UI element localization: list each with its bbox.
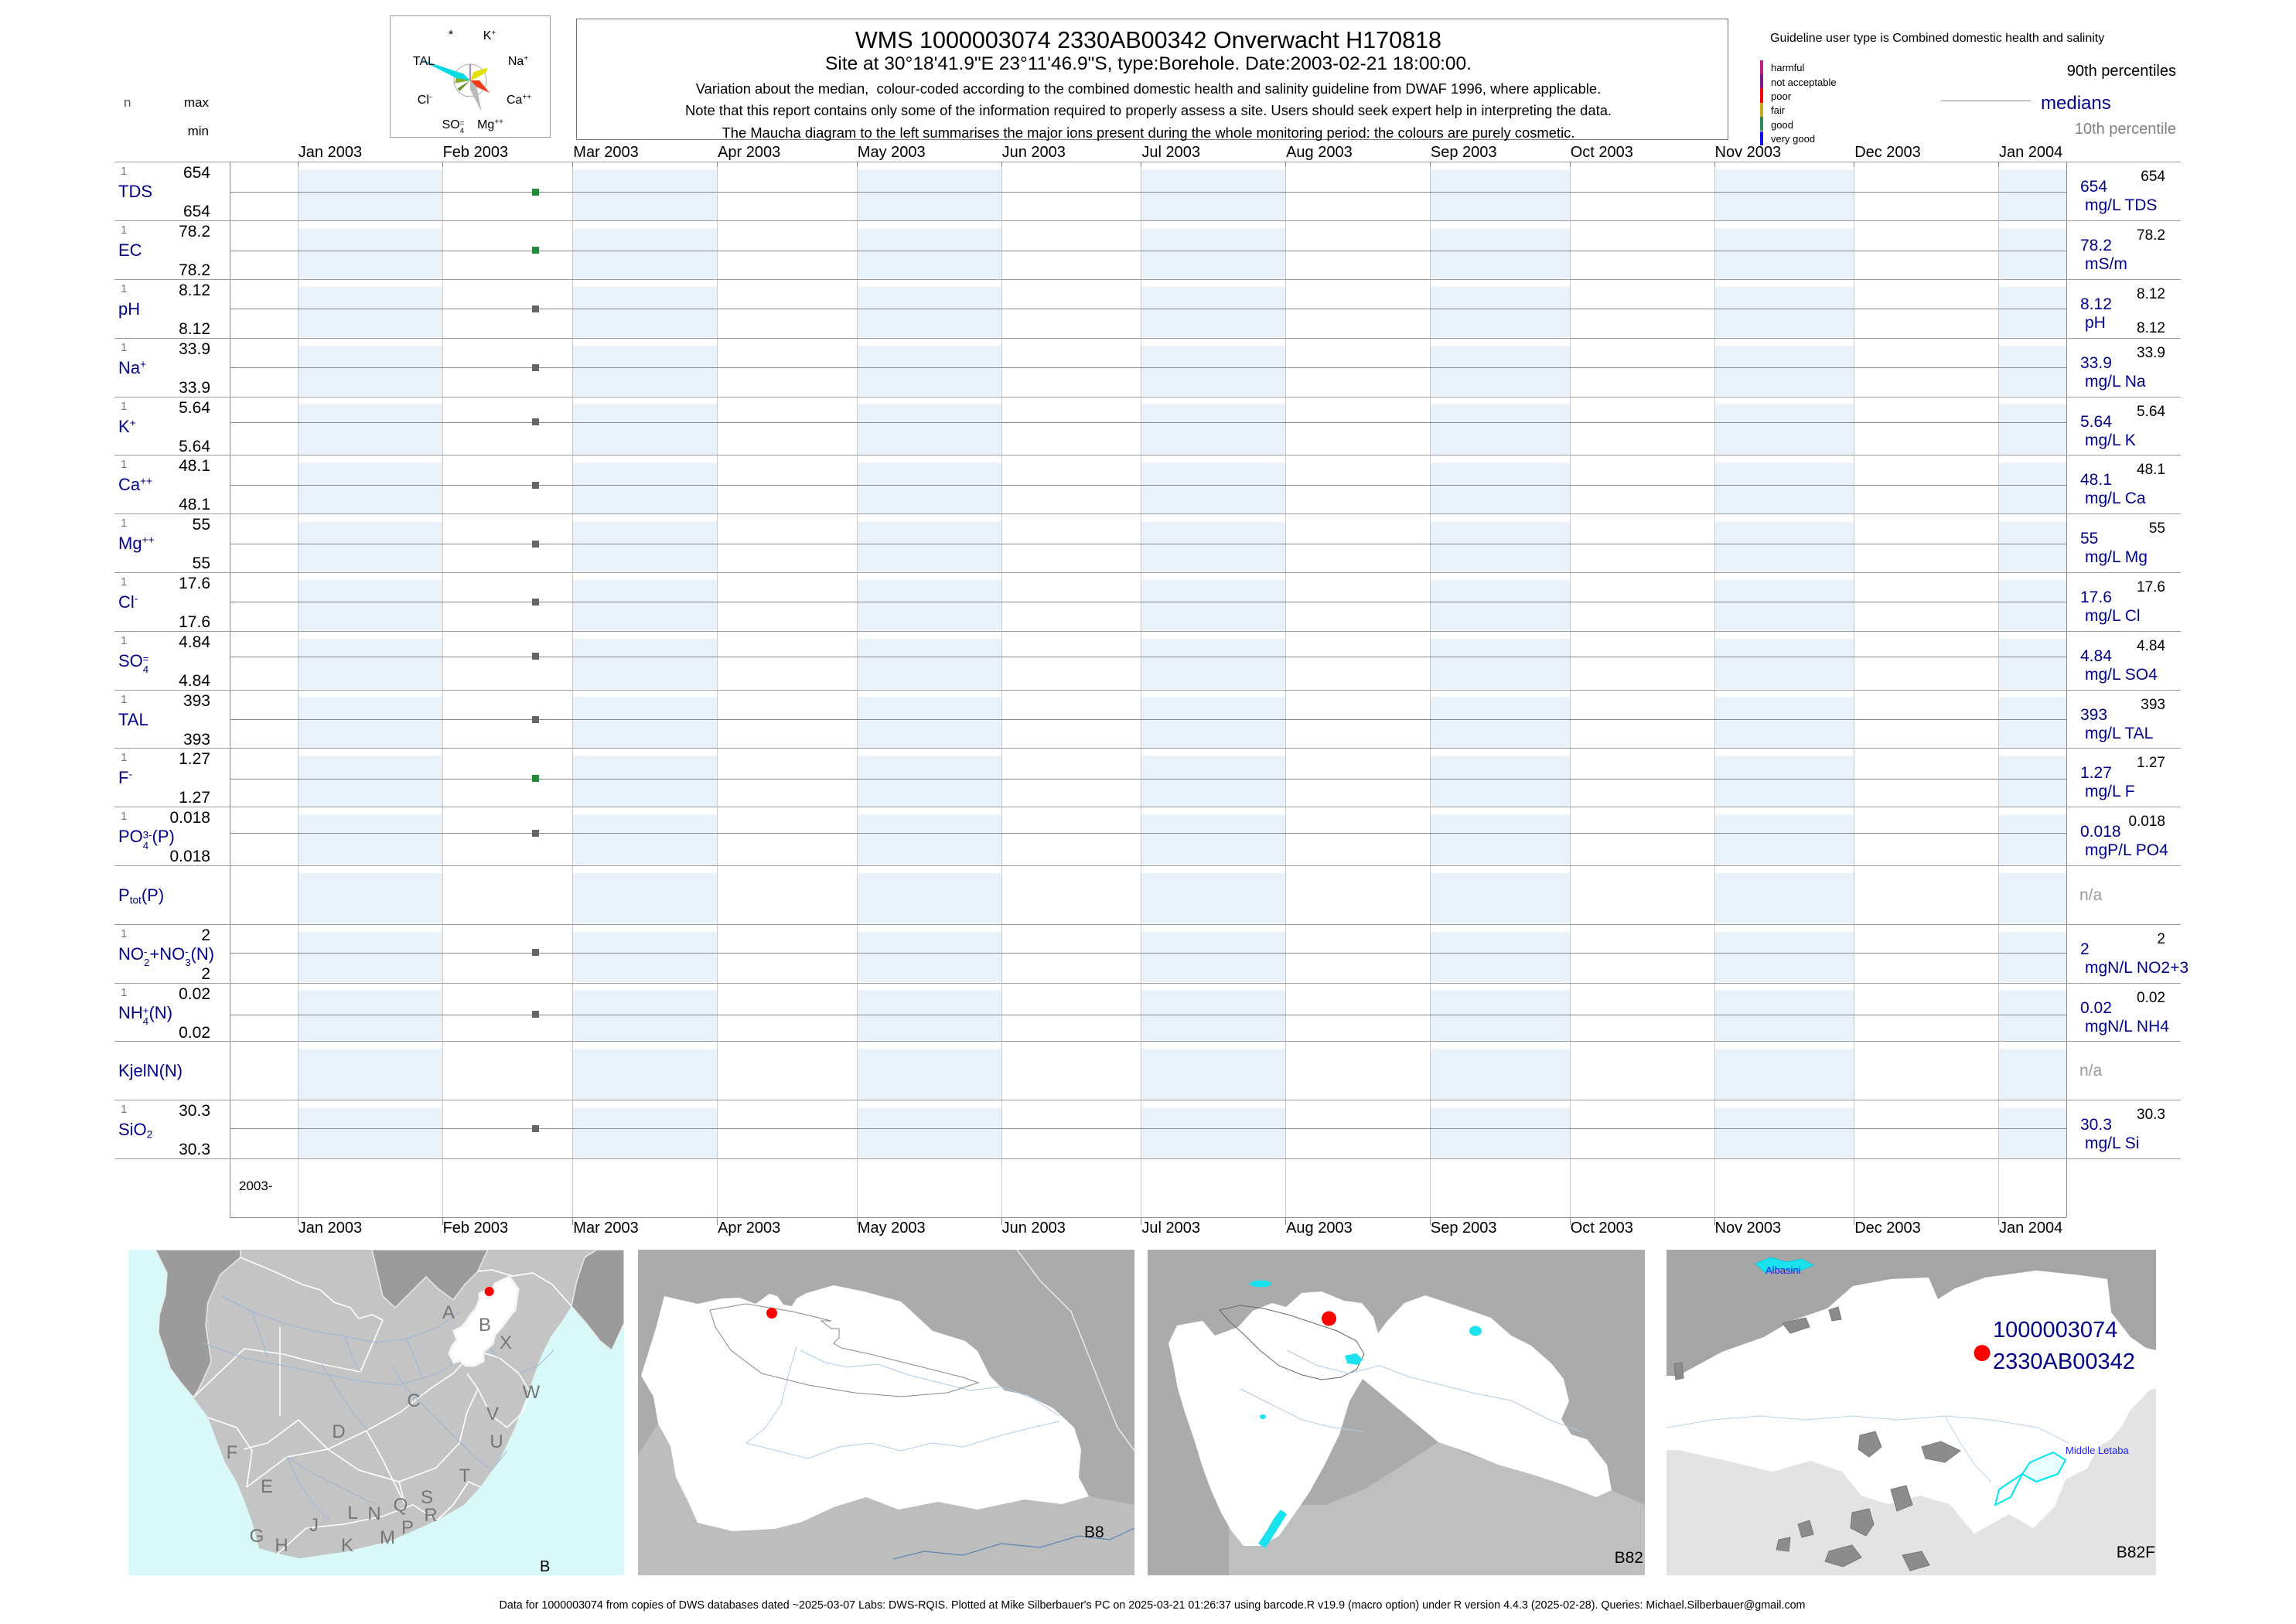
svg-text:P: P: [401, 1517, 414, 1538]
svg-text:L: L: [347, 1503, 357, 1523]
svg-text:1000003074: 1000003074: [1993, 1318, 2117, 1343]
svg-text:Q: Q: [394, 1495, 408, 1516]
svg-text:C: C: [407, 1390, 420, 1411]
svg-text:N: N: [367, 1503, 380, 1524]
svg-text:V: V: [486, 1404, 499, 1424]
svg-text:R: R: [424, 1505, 437, 1526]
svg-text:U: U: [490, 1431, 503, 1452]
svg-text:A: A: [442, 1302, 455, 1323]
svg-text:W: W: [523, 1382, 541, 1403]
svg-text:X: X: [500, 1332, 512, 1353]
svg-text:S: S: [421, 1487, 433, 1508]
svg-text:2330AB00342: 2330AB00342: [1993, 1349, 2135, 1374]
svg-text:B: B: [540, 1558, 550, 1575]
svg-text:E: E: [261, 1476, 273, 1497]
svg-text:B82: B82: [1615, 1549, 1643, 1567]
svg-text:B8: B8: [1084, 1523, 1104, 1541]
svg-text:D: D: [332, 1421, 345, 1442]
svg-text:B82F: B82F: [2117, 1544, 2155, 1561]
svg-text:Middle Letaba: Middle Letaba: [2066, 1445, 2129, 1456]
svg-text:F: F: [227, 1442, 238, 1463]
svg-text:J: J: [309, 1515, 319, 1536]
svg-text:B: B: [479, 1315, 491, 1336]
svg-text:T: T: [459, 1465, 471, 1486]
svg-text:M: M: [380, 1527, 395, 1548]
svg-text:K: K: [341, 1535, 353, 1556]
svg-text:H: H: [275, 1535, 288, 1556]
svg-text:G: G: [250, 1526, 264, 1547]
svg-text:Albasini: Albasini: [1765, 1264, 1801, 1276]
